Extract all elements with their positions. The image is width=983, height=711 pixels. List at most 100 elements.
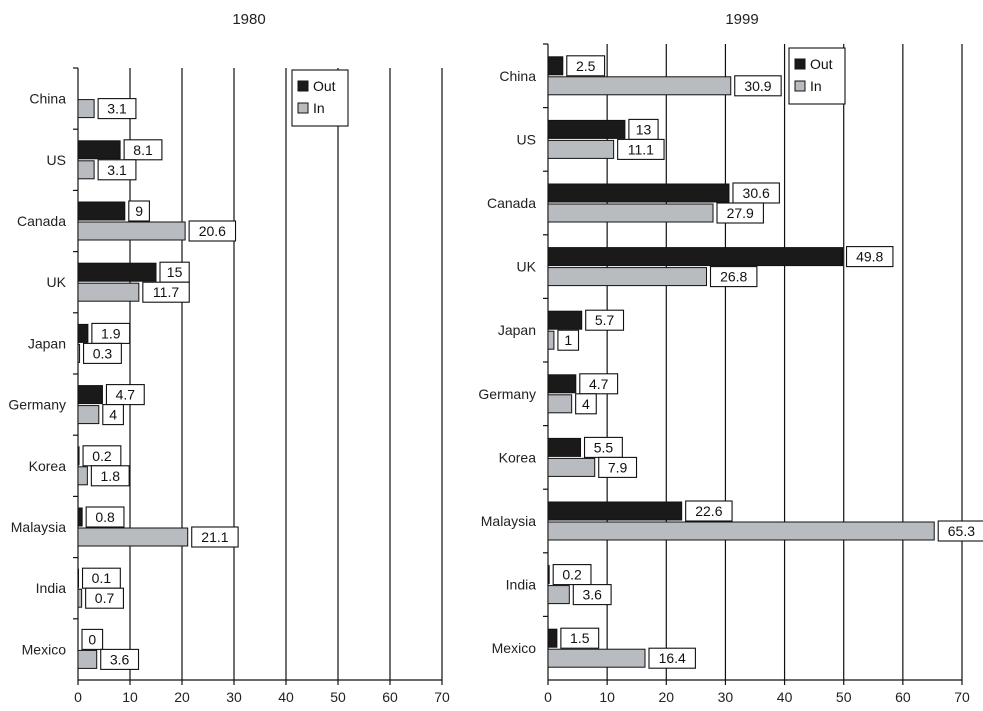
x-tick-label-70: 70 [954, 689, 970, 705]
x-tick-label-60: 60 [895, 689, 911, 705]
data-label-text: 0.1 [92, 570, 112, 586]
data-label-out-mexico: 1.5 [560, 627, 600, 649]
chart-1999-legend: Out In [788, 47, 846, 105]
data-label-text: 11.1 [628, 141, 654, 157]
category-label-us: US [517, 131, 536, 147]
data-label-in-uk: 26.8 [709, 266, 758, 288]
data-label-box [716, 202, 764, 224]
legend-label-out: Out [313, 78, 336, 94]
category-label-japan: Japan [498, 322, 536, 338]
data-label-in-mexico: 16.4 [648, 647, 696, 669]
data-label-out-china: 2.5 [566, 55, 606, 77]
data-label-box [937, 520, 983, 542]
data-label-box [97, 159, 137, 181]
data-label-text: 21.1 [201, 529, 228, 545]
x-tick-label-0: 0 [544, 689, 552, 705]
data-label-box [123, 139, 163, 161]
data-label-box [81, 628, 104, 650]
bar-in-china [77, 99, 95, 119]
bar-in-mexico [77, 649, 98, 669]
data-label-box [575, 393, 597, 415]
data-label-text: 3.1 [107, 162, 127, 178]
legend-swatch-in [794, 80, 806, 92]
data-label-box [188, 220, 237, 242]
data-label-text: 65.3 [948, 523, 975, 539]
chart-1999: 1999 0 10 20 30 40 50 60 70 China 2.5 30.9 US 13 11.1 C… [478, 11, 983, 705]
data-label-text: 9 [135, 203, 143, 219]
data-label-text: 22.6 [695, 503, 722, 519]
category-label-canada: Canada [17, 213, 66, 229]
data-label-box [572, 584, 612, 606]
category-label-malaysia: Malaysia [11, 519, 66, 535]
data-label-out-japan: 1.9 [91, 322, 131, 344]
data-label-text: 0.7 [95, 590, 115, 606]
bar-out-china [547, 56, 564, 76]
data-label-box [191, 526, 239, 548]
data-label-text: 8.1 [133, 142, 153, 158]
category-label-japan: Japan [28, 335, 66, 351]
bar-out-japan [547, 310, 583, 330]
data-label-text: 5.5 [594, 439, 614, 455]
data-label-out-malaysia: 22.6 [685, 500, 733, 522]
data-label-text: 4 [109, 407, 117, 423]
x-tick-label-10: 10 [599, 689, 615, 705]
x-tick-label-60: 60 [382, 689, 398, 705]
bar-in-us [77, 160, 95, 180]
x-tick-label-40: 40 [278, 689, 294, 705]
data-label-in-korea: 7.9 [598, 456, 638, 478]
data-label-text: 1.8 [101, 468, 121, 484]
category-label-canada: Canada [487, 195, 536, 211]
bar-in-malaysia [547, 521, 935, 541]
bar-out-uk [547, 247, 844, 267]
data-label-text: 49.8 [856, 249, 883, 265]
x-tick-label-20: 20 [174, 689, 190, 705]
data-label-in-canada: 20.6 [188, 220, 237, 242]
category-label-china: China [29, 91, 66, 107]
category-label-korea: Korea [499, 449, 537, 465]
data-label-text: 7.9 [608, 459, 628, 475]
bar-out-malaysia [77, 507, 83, 527]
legend-box [291, 69, 349, 127]
bar-in-canada [77, 221, 186, 241]
x-tick-label-50: 50 [836, 689, 852, 705]
data-label-box [648, 647, 696, 669]
category-label-uk: UK [517, 259, 537, 275]
bar-out-us [547, 119, 626, 139]
data-label-in-malaysia: 21.1 [191, 526, 239, 548]
bar-out-us [77, 140, 121, 160]
data-label-out-india: 0.1 [81, 567, 121, 589]
data-label-text: 0.3 [93, 345, 113, 361]
category-label-germany: Germany [8, 397, 66, 413]
data-label-out-uk: 49.8 [845, 246, 894, 268]
data-label-text: 30.6 [743, 185, 770, 201]
bar-out-india [547, 565, 550, 585]
data-label-text: 1 [564, 332, 572, 348]
data-label-in-china: 3.1 [97, 98, 137, 120]
data-label-out-us: 8.1 [123, 139, 163, 161]
data-label-in-india: 0.7 [85, 587, 124, 609]
data-label-text: 30.9 [744, 78, 771, 94]
data-label-out-korea: 5.5 [583, 436, 623, 458]
chart-1999-title: 1999 [725, 11, 758, 28]
chart-1980-legend: Out In [291, 69, 349, 127]
data-label-text: 3.6 [110, 651, 130, 667]
bar-in-mexico [547, 648, 646, 668]
data-label-text: 13 [636, 121, 652, 137]
x-tick-label-40: 40 [777, 689, 793, 705]
data-label-box [83, 342, 122, 364]
bar-in-us [547, 139, 615, 159]
bar-out-india [77, 568, 80, 588]
data-label-text: 4.7 [589, 376, 609, 392]
data-label-text: 5.7 [595, 312, 615, 328]
category-label-mexico: Mexico [492, 640, 537, 656]
data-label-in-us: 3.1 [97, 159, 137, 181]
data-label-text: 3.1 [107, 101, 127, 117]
data-label-text: 1.5 [570, 630, 590, 646]
legend-swatch-out [297, 80, 309, 92]
legend-swatch-out [794, 58, 806, 70]
bar-out-germany [547, 374, 577, 394]
bar-in-korea [77, 466, 88, 486]
data-label-box [552, 564, 592, 586]
category-label-us: US [47, 152, 66, 168]
